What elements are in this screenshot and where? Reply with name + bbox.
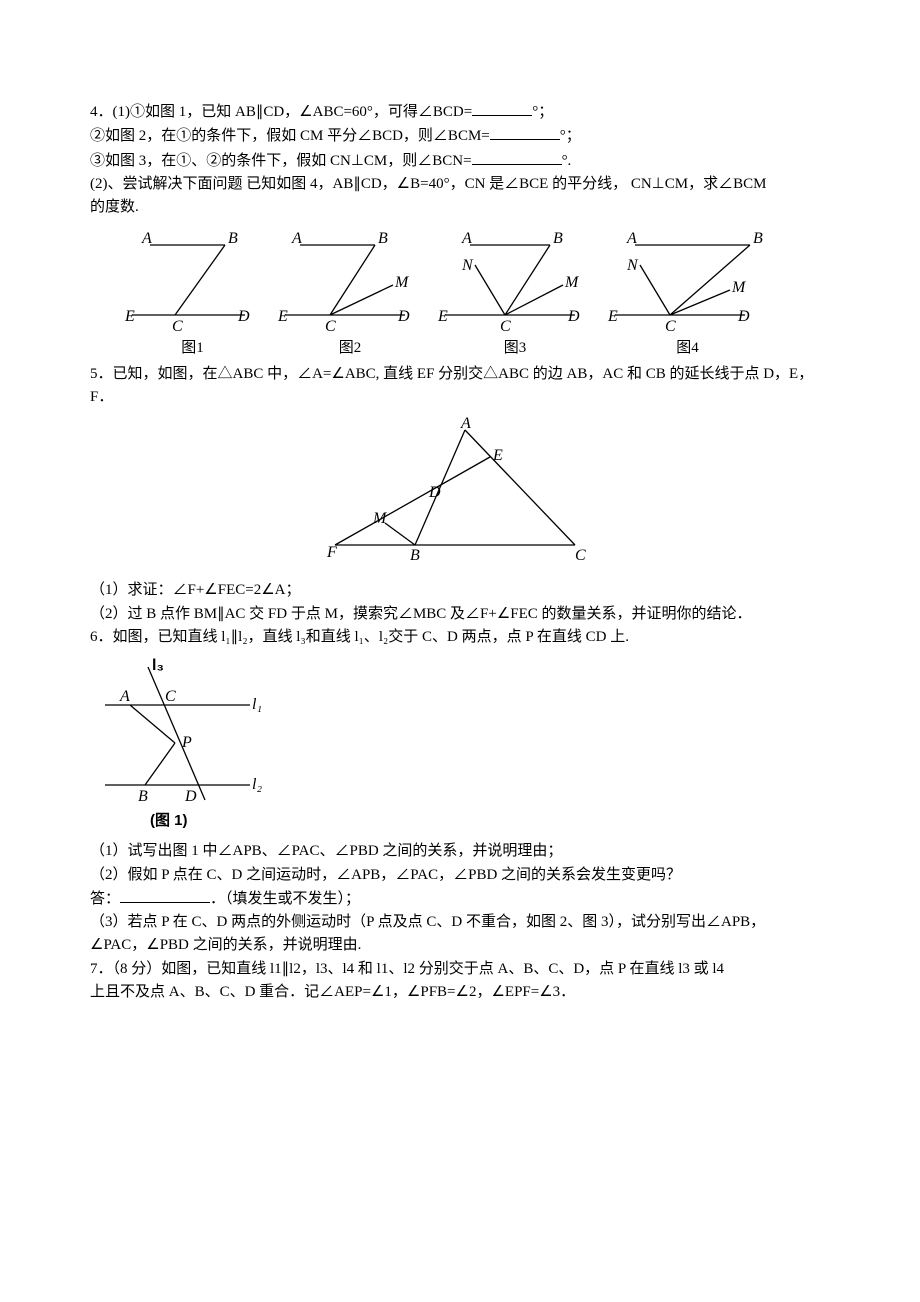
svg-text:A: A <box>461 230 472 247</box>
svg-text:P: P <box>181 734 192 751</box>
svg-text:(图 1): (图 1) <box>150 812 188 829</box>
svg-text:C: C <box>575 547 586 564</box>
svg-text:B: B <box>138 788 148 805</box>
q4-l3-text: ③如图 3，在①、②的条件下，假如 CN⊥CM，则∠BCN= <box>90 153 472 169</box>
svg-text:C: C <box>325 318 336 335</box>
q4-blank3 <box>472 149 562 165</box>
svg-text:E: E <box>492 447 503 464</box>
q4-l2-suffix: °； <box>560 128 581 144</box>
q4-figures: A B E C D 图1 A B E C D M 图2 <box>120 225 830 360</box>
q6-p3a: 答： <box>90 891 120 907</box>
svg-text:E: E <box>607 308 618 325</box>
svg-text:M: M <box>372 510 388 527</box>
svg-text:A: A <box>626 230 637 247</box>
q6-p1: （1）试写出图 1 中∠APB、∠PAC、∠PBD 之间的关系，并说明理由； <box>90 840 830 863</box>
svg-text:l₃: l₃ <box>152 657 164 674</box>
svg-text:D: D <box>237 308 250 325</box>
svg-text:D: D <box>428 484 441 501</box>
svg-text:B: B <box>410 547 420 564</box>
svg-text:B: B <box>553 230 563 247</box>
q4-fig2-label: 图2 <box>339 337 362 360</box>
q4-fig1-label: 图1 <box>181 337 204 360</box>
q6-p3b: ．（填发生或不发生）； <box>210 891 360 907</box>
q5-figure: A E D M F B C <box>90 415 830 573</box>
svg-text:M: M <box>394 274 410 291</box>
svg-text:C: C <box>500 318 511 335</box>
q4-line3: ③如图 3，在①、②的条件下，假如 CN⊥CM，则∠BCN= °. <box>90 149 830 173</box>
q5-line1: 5．已知，如图，在△ABC 中，∠A=∠ABC, 直线 EF 分别交△ABC 的… <box>90 363 830 386</box>
q6-figure: l₃ A C l₁ P B D l₂ (图 1) <box>90 655 830 838</box>
svg-text:N: N <box>461 257 474 274</box>
q4-fig2: A B E C D M 图2 <box>275 225 425 360</box>
q4-line5: 的度数. <box>90 196 830 219</box>
svg-text:A: A <box>119 688 130 705</box>
q4-fig1: A B E C D 图1 <box>120 225 265 360</box>
q5-p1: （1）求证：∠F+∠FEC=2∠A； <box>90 579 830 602</box>
svg-text:A: A <box>460 415 471 432</box>
q5-p2: （2）过 B 点作 BM∥AC 交 FD 于点 M，摸索究∠MBC 及∠F+∠F… <box>90 603 830 626</box>
q4-fig3: A B E C D M N 图3 <box>435 225 595 360</box>
q4-line4: (2)、尝试解决下面问题 已知如图 4，AB∥CD，∠B=40°，CN 是∠BC… <box>90 173 830 196</box>
svg-text:C: C <box>172 318 183 335</box>
svg-text:M: M <box>564 274 580 291</box>
q4-line1: 4．(1)①如图 1，已知 AB∥CD，∠ABC=60°，可得∠BCD= °； <box>90 100 830 124</box>
svg-text:E: E <box>277 308 288 325</box>
svg-text:M: M <box>731 279 747 296</box>
svg-text:D: D <box>567 308 580 325</box>
q6-p2: （2）假如 P 点在 C、D 之间运动时，∠APB，∠PAC，∠PBD 之间的关… <box>90 864 830 887</box>
q6-p3: 答： ．（填发生或不发生）； <box>90 887 830 911</box>
svg-text:C: C <box>665 318 676 335</box>
svg-text:D: D <box>184 788 197 805</box>
svg-text:E: E <box>437 308 448 325</box>
q6-line1: 6．如图，已知直线 l₁∥l₂，直线 l₃和直线 l₁、l₂交于 C、D 两点，… <box>90 626 830 649</box>
svg-text:D: D <box>737 308 750 325</box>
svg-text:D: D <box>397 308 410 325</box>
q4-l3-suffix: °. <box>562 153 572 169</box>
svg-text:B: B <box>228 230 238 247</box>
svg-text:B: B <box>378 230 388 247</box>
q4-fig3-label: 图3 <box>504 337 527 360</box>
q4-blank1 <box>472 100 532 116</box>
q4-l1-suffix: °； <box>532 104 553 120</box>
q4-fig4-label: 图4 <box>676 337 699 360</box>
q4-l1-text: 4．(1)①如图 1，已知 AB∥CD，∠ABC=60°，可得∠BCD= <box>90 104 472 120</box>
q6-p4: （3）若点 P 在 C、D 两点的外侧运动时（P 点及点 C、D 不重合，如图 … <box>90 911 830 934</box>
svg-text:l₂: l₂ <box>252 776 262 793</box>
svg-text:B: B <box>753 230 763 247</box>
q4-line2: ②如图 2，在①的条件下，假如 CM 平分∠BCD，则∠BCM= °； <box>90 124 830 148</box>
svg-text:N: N <box>626 257 639 274</box>
q4-fig4: A B E C D M N 图4 <box>605 225 770 360</box>
q5-line2: F． <box>90 386 830 409</box>
q7-line2: 上且不及点 A、B、C、D 重合．记∠AEP=∠1，∠PFB=∠2，∠EPF=∠… <box>90 981 830 1004</box>
q6-p5: ∠PAC，∠PBD 之间的关系，并说明理由. <box>90 934 830 957</box>
q7-line1: 7．（8 分）如图，已知直线 l1∥l2，l3、l4 和 l1、l2 分别交于点… <box>90 958 830 981</box>
q4-l2-text: ②如图 2，在①的条件下，假如 CM 平分∠BCD，则∠BCM= <box>90 128 490 144</box>
svg-text:F: F <box>326 544 337 561</box>
q4-blank2 <box>490 124 560 140</box>
svg-text:A: A <box>141 230 152 247</box>
svg-text:C: C <box>165 688 176 705</box>
svg-text:A: A <box>291 230 302 247</box>
q6-blank <box>120 887 210 903</box>
svg-text:l₁: l₁ <box>252 696 262 713</box>
svg-text:E: E <box>124 308 135 325</box>
